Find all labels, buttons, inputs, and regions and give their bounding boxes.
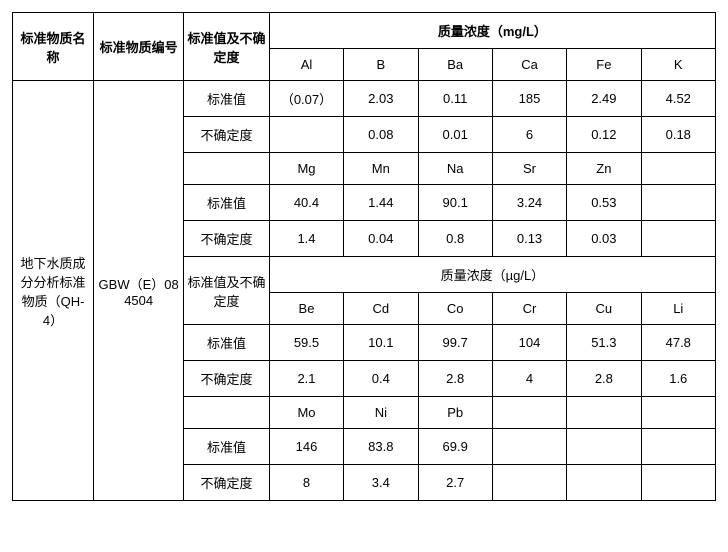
hdr-element: Ba <box>418 49 492 81</box>
data-cell: 0.13 <box>492 221 566 257</box>
data-cell: 104 <box>492 325 566 361</box>
hdr-element: Pb <box>418 397 492 429</box>
hdr-name: 标准物质名称 <box>13 13 94 81</box>
data-cell <box>492 465 566 501</box>
hdr-element <box>641 153 715 185</box>
hdr-element: Na <box>418 153 492 185</box>
hdr-element: Fe <box>567 49 641 81</box>
data-cell: 10.1 <box>344 325 418 361</box>
hdr-code: 标准物质编号 <box>94 13 184 81</box>
hdr-element <box>492 397 566 429</box>
hdr-element: Cu <box>567 293 641 325</box>
data-cell: 6 <box>492 117 566 153</box>
hdr-element: B <box>344 49 418 81</box>
data-cell: 1.6 <box>641 361 715 397</box>
data-cell: 1.4 <box>269 221 343 257</box>
hdr-element: Cr <box>492 293 566 325</box>
data-cell: 90.1 <box>418 185 492 221</box>
hdr-element: Mn <box>344 153 418 185</box>
row-label: 标准值 <box>184 81 270 117</box>
row-label: 标准值及不确定度 <box>184 257 270 325</box>
row-label: 标准值 <box>184 185 270 221</box>
data-cell: 51.3 <box>567 325 641 361</box>
data-cell: 99.7 <box>418 325 492 361</box>
hdr-element: Cd <box>344 293 418 325</box>
data-cell: 0.18 <box>641 117 715 153</box>
data-cell: 2.49 <box>567 81 641 117</box>
data-cell: 185 <box>492 81 566 117</box>
data-cell: 2.7 <box>418 465 492 501</box>
row-label-empty <box>184 153 270 185</box>
data-cell: 0.53 <box>567 185 641 221</box>
data-cell <box>641 429 715 465</box>
row-label: 不确定度 <box>184 117 270 153</box>
row-label: 不确定度 <box>184 221 270 257</box>
data-cell: 4 <box>492 361 566 397</box>
hdr-element: Mo <box>269 397 343 429</box>
data-cell: 0.01 <box>418 117 492 153</box>
hdr-element: Ca <box>492 49 566 81</box>
data-cell <box>641 185 715 221</box>
hdr-conc-ugl: 质量浓度（µg/L） <box>269 257 715 293</box>
data-cell: 2.8 <box>567 361 641 397</box>
cell-material-code: GBW（E）084504 <box>94 81 184 501</box>
table-row: 地下水质成分分析标准物质（QH-4） GBW（E）084504 标准值 （0.0… <box>13 81 716 117</box>
row-label: 标准值 <box>184 429 270 465</box>
table-header-row: 标准物质名称 标准物质编号 标准值及不确定度 质量浓度（mg/L） <box>13 13 716 49</box>
data-cell: 3.24 <box>492 185 566 221</box>
data-cell: 0.03 <box>567 221 641 257</box>
data-cell <box>567 429 641 465</box>
hdr-element: Ni <box>344 397 418 429</box>
data-cell: 146 <box>269 429 343 465</box>
data-cell: （0.07） <box>269 81 343 117</box>
hdr-element: Mg <box>269 153 343 185</box>
data-cell: 0.04 <box>344 221 418 257</box>
hdr-conc-mgl: 质量浓度（mg/L） <box>269 13 715 49</box>
row-label-empty <box>184 397 270 429</box>
row-label: 不确定度 <box>184 361 270 397</box>
data-cell: 0.12 <box>567 117 641 153</box>
data-cell: 59.5 <box>269 325 343 361</box>
data-cell: 0.8 <box>418 221 492 257</box>
row-label: 标准值 <box>184 325 270 361</box>
data-cell <box>269 117 343 153</box>
hdr-element <box>567 397 641 429</box>
cell-material-name: 地下水质成分分析标准物质（QH-4） <box>13 81 94 501</box>
data-cell: 8 <box>269 465 343 501</box>
data-cell: 40.4 <box>269 185 343 221</box>
hdr-element <box>641 397 715 429</box>
data-cell <box>641 221 715 257</box>
data-cell: 0.08 <box>344 117 418 153</box>
data-cell: 1.44 <box>344 185 418 221</box>
data-cell <box>492 429 566 465</box>
data-cell <box>641 465 715 501</box>
data-cell: 2.8 <box>418 361 492 397</box>
hdr-element: Sr <box>492 153 566 185</box>
data-cell <box>567 465 641 501</box>
data-cell: 83.8 <box>344 429 418 465</box>
hdr-element: Co <box>418 293 492 325</box>
data-cell: 4.52 <box>641 81 715 117</box>
hdr-element: Zn <box>567 153 641 185</box>
data-cell: 3.4 <box>344 465 418 501</box>
data-cell: 0.4 <box>344 361 418 397</box>
data-cell: 2.03 <box>344 81 418 117</box>
hdr-element: Al <box>269 49 343 81</box>
hdr-element: Be <box>269 293 343 325</box>
reference-material-table: 标准物质名称 标准物质编号 标准值及不确定度 质量浓度（mg/L） Al B B… <box>12 12 716 501</box>
data-cell: 0.11 <box>418 81 492 117</box>
data-cell: 2.1 <box>269 361 343 397</box>
hdr-label: 标准值及不确定度 <box>184 13 270 81</box>
data-cell: 69.9 <box>418 429 492 465</box>
data-cell: 47.8 <box>641 325 715 361</box>
hdr-element: K <box>641 49 715 81</box>
hdr-element: Li <box>641 293 715 325</box>
row-label: 不确定度 <box>184 465 270 501</box>
